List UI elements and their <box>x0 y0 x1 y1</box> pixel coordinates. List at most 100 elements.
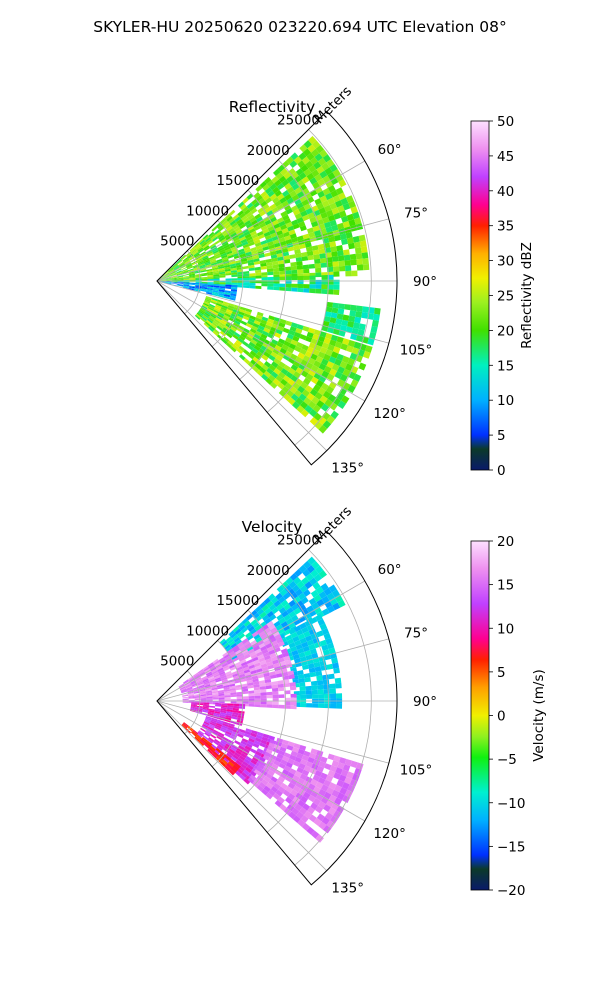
reflectivity-colorbar-gradient <box>470 120 490 471</box>
radar-cell <box>183 279 190 281</box>
radar-cell <box>236 264 243 268</box>
radar-cell <box>251 631 259 638</box>
radar-cell <box>367 337 375 346</box>
radar-cell <box>173 265 179 270</box>
radar-cell <box>259 322 266 328</box>
radar-cell <box>298 615 306 623</box>
radar-cell <box>287 225 295 232</box>
radar-cell <box>179 263 185 267</box>
radar-cell <box>342 221 350 228</box>
radar-cell <box>214 675 221 680</box>
radar-cell <box>334 594 343 603</box>
radar-cell <box>274 345 282 352</box>
radar-cell <box>303 612 312 620</box>
radar-cell <box>210 244 217 250</box>
radar-cell <box>238 250 246 256</box>
radar-cell <box>187 726 193 732</box>
radar-cell <box>194 243 201 249</box>
radar-cell <box>218 249 226 254</box>
radar-cell <box>285 283 292 288</box>
radar-cell <box>228 217 235 224</box>
radar-cell <box>237 337 244 344</box>
radar-cell <box>290 374 299 383</box>
radar-cell <box>251 347 259 354</box>
radar-cell <box>203 679 210 684</box>
radar-cell <box>223 684 230 689</box>
radar-cell <box>210 299 218 303</box>
radial-tick-label: 20000 <box>247 563 290 579</box>
radar-cell <box>331 251 338 257</box>
radar-cell <box>232 626 240 633</box>
radar-cell <box>225 646 233 652</box>
radar-cell <box>293 331 301 338</box>
radar-cell <box>225 223 232 230</box>
radar-cell <box>201 272 208 275</box>
radar-cell <box>281 581 289 589</box>
radar-cell <box>182 270 189 274</box>
radar-cell <box>238 656 246 662</box>
radar-cell <box>296 766 304 774</box>
radar-cell <box>268 603 277 611</box>
colorbar-tick-label: 10 <box>497 621 514 637</box>
radar-cell <box>294 770 302 778</box>
radar-cell <box>317 335 326 343</box>
radar-cell <box>243 748 250 754</box>
radar-cell <box>305 654 313 661</box>
radar-cell <box>327 770 336 778</box>
radar-cell <box>294 639 302 647</box>
radar-cell <box>313 573 323 582</box>
radar-cell <box>254 778 262 785</box>
radar-cell <box>312 703 319 708</box>
radar-cell <box>229 315 237 321</box>
radar-cell <box>261 648 269 655</box>
radar-cell <box>265 197 273 204</box>
radar-cell <box>181 690 188 694</box>
radar-cell <box>266 367 274 375</box>
radar-cell <box>272 659 279 665</box>
radar-cell <box>240 646 247 652</box>
radar-cell <box>159 279 166 281</box>
radar-cell <box>255 185 263 192</box>
radar-cell <box>278 750 286 756</box>
radar-cell <box>310 790 319 798</box>
radar-cell <box>208 710 215 713</box>
radar-cell <box>267 318 274 324</box>
radar-cell <box>192 729 199 735</box>
radar-cell <box>238 745 245 751</box>
radar-cell <box>326 787 334 795</box>
radar-cell <box>272 267 280 272</box>
radar-cell <box>294 198 302 206</box>
radar-cell <box>198 670 205 675</box>
radar-cell <box>264 751 272 758</box>
radar-cell <box>177 278 184 280</box>
radar-cell <box>306 250 314 257</box>
radar-cell <box>267 271 274 276</box>
radar-cell <box>328 236 336 243</box>
radar-cell <box>301 176 310 184</box>
radar-cell <box>260 692 267 696</box>
radar-cell <box>296 629 304 636</box>
radar-cell <box>337 255 345 262</box>
radar-cell <box>181 267 187 271</box>
radar-cell <box>282 190 290 197</box>
radar-cell <box>305 690 312 695</box>
radar-cell <box>229 688 236 691</box>
radar-cell <box>314 258 321 264</box>
radar-cell <box>291 283 298 288</box>
radar-cell <box>213 307 220 313</box>
radar-cell <box>309 388 318 397</box>
radar-cell <box>334 358 342 367</box>
radar-cell <box>308 342 317 350</box>
radar-cell <box>171 283 178 285</box>
radar-cell <box>304 650 312 657</box>
radar-cell <box>308 783 316 791</box>
radar-cell <box>230 313 238 318</box>
radar-cell <box>218 701 225 704</box>
radar-cell <box>318 703 325 708</box>
radar-cell <box>189 277 196 280</box>
radar-cell <box>327 326 335 334</box>
radar-cell <box>297 799 306 808</box>
radar-cell <box>218 695 225 698</box>
radar-cell <box>248 317 255 323</box>
radar-cell <box>267 283 274 287</box>
